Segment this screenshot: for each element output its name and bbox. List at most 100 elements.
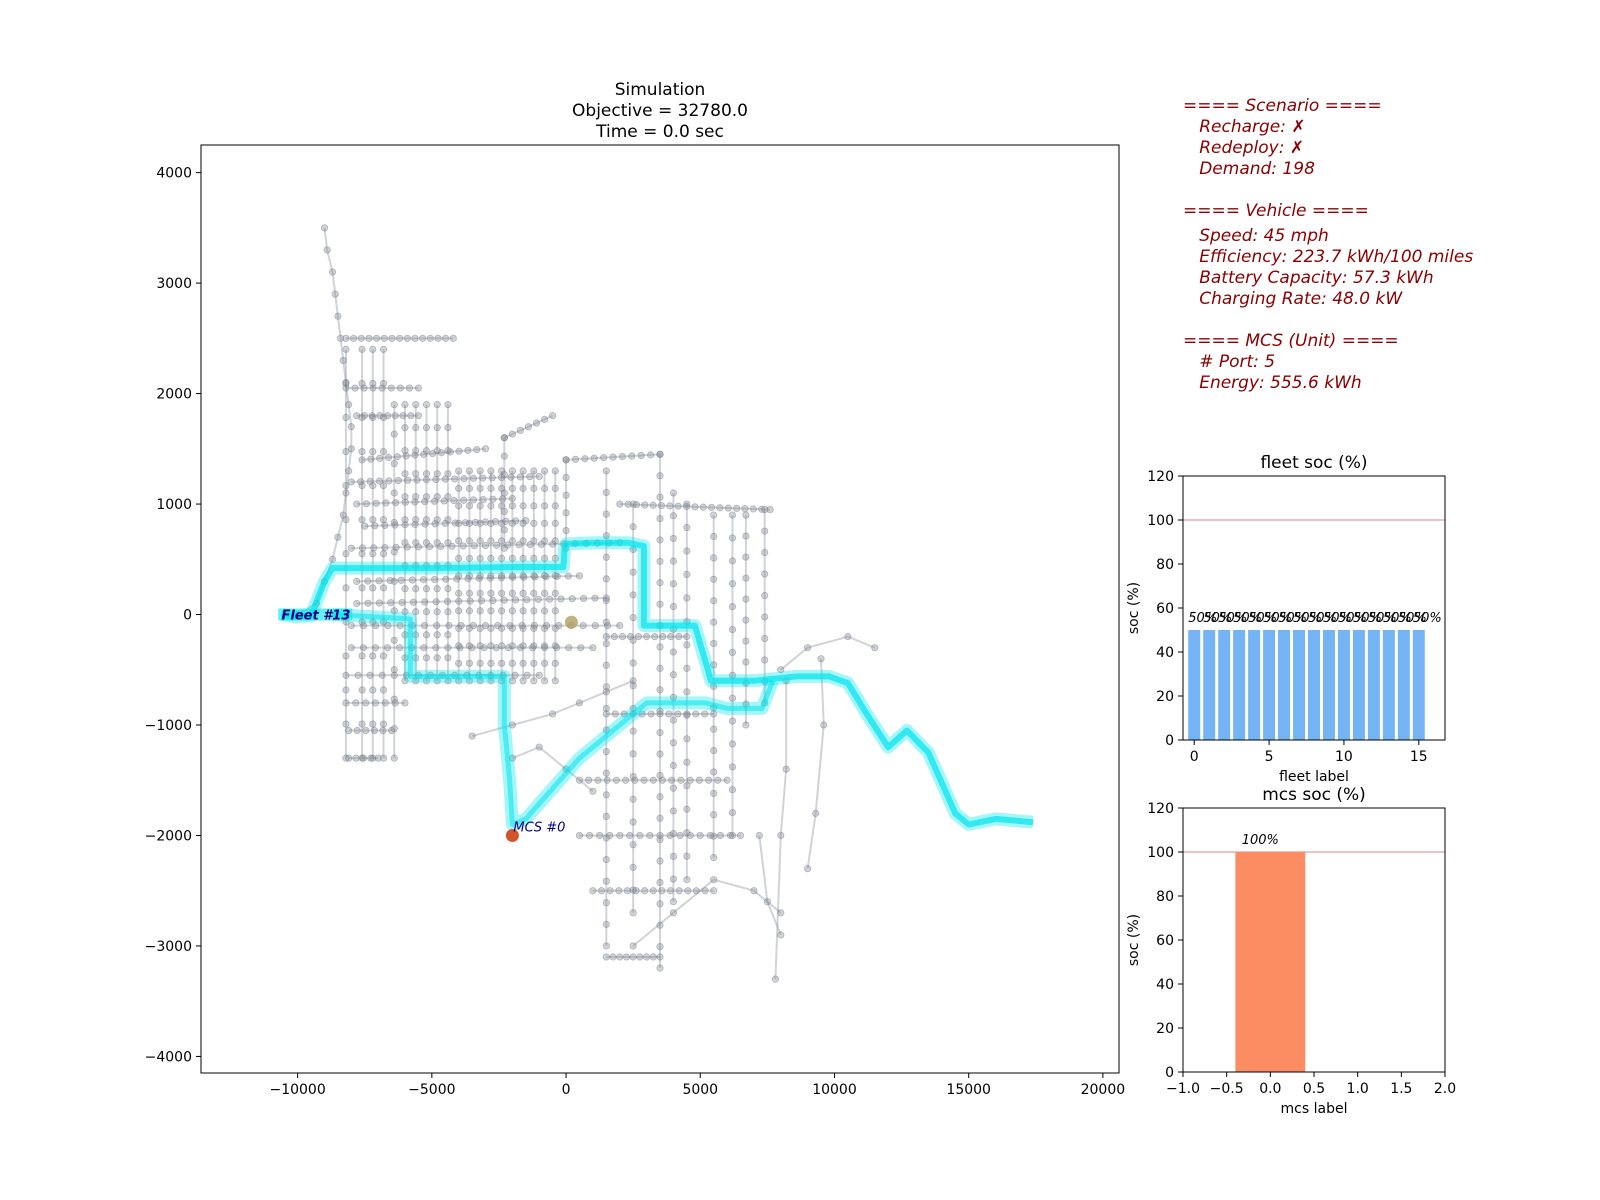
road-node	[445, 621, 453, 630]
road-node	[606, 831, 614, 840]
road-node	[455, 659, 463, 667]
road-node	[666, 502, 674, 510]
road-node	[391, 521, 399, 529]
road-node	[669, 671, 678, 679]
soc-bar	[1382, 630, 1395, 740]
road-node	[535, 743, 543, 751]
road-node	[359, 644, 367, 652]
road-node	[519, 467, 527, 475]
road-node	[422, 654, 431, 662]
road-node	[498, 554, 506, 562]
road-node	[710, 746, 718, 755]
road-node	[728, 831, 737, 840]
road-node	[358, 456, 366, 464]
map-x-tick-label: 5000	[682, 1082, 718, 1098]
road-node	[618, 633, 627, 641]
road-node	[602, 575, 610, 583]
road-node	[465, 589, 474, 597]
road-node	[489, 495, 497, 503]
road-node	[455, 642, 463, 650]
road-node	[455, 624, 463, 632]
road-node	[500, 544, 508, 552]
road-node	[367, 754, 375, 762]
road-node	[562, 526, 570, 535]
road-node	[763, 898, 771, 906]
road-node	[642, 953, 651, 961]
road-node	[455, 467, 463, 475]
road-node	[465, 519, 474, 527]
fleet-label: Fleet #13	[282, 609, 351, 624]
soc-bar-label: 50%	[1278, 611, 1307, 626]
road-node	[433, 608, 441, 616]
map-y-tick-label: 2000	[156, 387, 192, 403]
road-node	[782, 765, 790, 773]
road-node	[379, 413, 388, 422]
map-x-tick-label: −10000	[269, 1082, 325, 1098]
road-node	[508, 677, 516, 685]
road-node	[455, 502, 463, 510]
road-node	[656, 728, 664, 737]
road-node	[508, 659, 516, 667]
road-node	[489, 596, 497, 605]
road-node	[658, 887, 666, 895]
road-node	[683, 500, 691, 508]
road-node	[682, 502, 691, 511]
road-node	[602, 855, 610, 864]
road-node	[656, 831, 664, 840]
road-node	[683, 570, 691, 579]
road-node	[522, 517, 530, 525]
road-node	[628, 452, 636, 460]
road-node	[656, 450, 664, 458]
road-node	[455, 589, 463, 597]
road-node	[656, 943, 664, 951]
road-node	[409, 598, 418, 606]
road-node	[444, 447, 452, 455]
road-node	[342, 516, 350, 524]
road-node	[728, 648, 737, 657]
road-node	[473, 445, 481, 454]
road-node	[383, 644, 392, 652]
road-node	[342, 584, 350, 592]
road-node	[579, 621, 587, 630]
road-node	[470, 542, 478, 550]
road-node	[402, 452, 410, 460]
road-node	[640, 776, 648, 784]
road-node	[623, 887, 632, 895]
road-node	[669, 784, 678, 792]
road-node	[390, 548, 398, 556]
road-node	[707, 503, 716, 512]
road-node	[408, 576, 416, 584]
road-node	[365, 334, 373, 342]
road-node	[602, 532, 610, 540]
road-node	[390, 577, 398, 585]
road-node	[602, 661, 610, 669]
road-node	[444, 539, 452, 547]
road-node	[433, 470, 441, 478]
road-node	[498, 642, 506, 650]
road-node	[742, 637, 750, 645]
road-node	[602, 633, 610, 641]
road-node	[421, 520, 429, 528]
road-network	[294, 224, 879, 983]
road-node	[444, 424, 452, 432]
road-node	[451, 475, 459, 483]
road-node	[551, 659, 559, 667]
road-node	[431, 575, 439, 584]
road-node	[390, 754, 398, 762]
x-tick-label: 2.0	[1434, 1081, 1456, 1097]
road-node	[362, 726, 370, 735]
road-node	[497, 574, 506, 582]
road-node	[669, 830, 678, 838]
road-node	[626, 633, 635, 641]
soc-bar	[1218, 630, 1231, 740]
road-node	[804, 644, 812, 652]
road-node	[433, 516, 441, 524]
road-node	[728, 740, 737, 748]
road-node	[519, 554, 527, 562]
road-node	[656, 878, 664, 887]
road-node	[426, 334, 434, 342]
road-node	[498, 659, 506, 667]
road-node	[342, 652, 350, 660]
road-node	[498, 624, 506, 632]
